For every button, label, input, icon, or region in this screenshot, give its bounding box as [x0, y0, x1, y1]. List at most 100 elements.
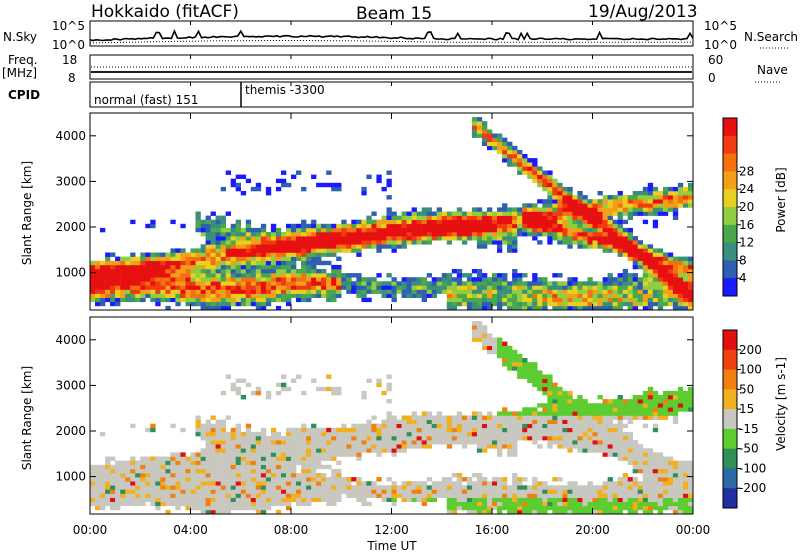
velocity-cell [281, 489, 287, 494]
velocity-cell [517, 366, 523, 371]
power-cell [527, 211, 533, 216]
velocity-cell [672, 411, 679, 416]
power-cell [356, 273, 362, 278]
velocity-cell [205, 452, 211, 457]
velocity-cell [652, 460, 659, 465]
power-cell [652, 277, 659, 282]
power-cell [612, 305, 618, 311]
power-cell [316, 269, 322, 274]
power-cell [507, 158, 513, 163]
power-cell [230, 236, 236, 241]
velocity-cell [220, 501, 226, 507]
velocity-cell [597, 485, 603, 490]
velocity-cell [100, 485, 106, 490]
velocity-cell [512, 353, 518, 359]
power-cell [245, 219, 252, 225]
velocity-cell [235, 505, 241, 511]
velocity-cell [642, 415, 649, 420]
nsky-trace [89, 29, 694, 42]
velocity-cell [316, 386, 322, 392]
power-cell [150, 277, 156, 282]
velocity-cell [291, 460, 297, 465]
power-cell [351, 248, 357, 253]
velocity-cell [592, 497, 598, 502]
power-cell [220, 236, 226, 241]
velocity-cell [592, 436, 598, 441]
velocity-cell [446, 477, 453, 482]
power-cell [597, 219, 603, 225]
power-cell [647, 273, 654, 278]
power-cell [230, 277, 236, 282]
power-cell [416, 289, 422, 294]
velocity-cell [441, 427, 448, 433]
velocity-cell [316, 497, 322, 502]
velocity-cell [100, 501, 106, 507]
power-cell [331, 227, 337, 233]
velocity-cell [607, 440, 613, 445]
velocity-cell [281, 456, 287, 461]
velocity-cell [657, 497, 664, 502]
range-tick-label: 1000 [55, 266, 86, 280]
colorbar-swatch [723, 448, 737, 469]
power-cell [471, 227, 478, 233]
power-cell [522, 211, 528, 216]
power-cell [235, 248, 241, 253]
velocity-cell [286, 493, 292, 498]
power-cell [517, 158, 523, 163]
power-cell [492, 273, 498, 278]
power-cell [502, 219, 508, 225]
colorbar-tick-label: -100 [739, 461, 766, 475]
velocity-cell [145, 468, 151, 474]
colorbar-tick-label: 50 [739, 382, 754, 396]
velocity-cell [155, 473, 161, 478]
velocity-cell [125, 468, 131, 474]
velocity-cell [351, 436, 357, 441]
velocity-cell [683, 390, 689, 396]
velocity-cell [617, 489, 623, 494]
range-tick-label: 3000 [55, 174, 86, 188]
velocity-cell [572, 403, 578, 408]
colorbar-swatch [723, 118, 737, 137]
velocity-cell [647, 464, 654, 470]
velocity-cell [326, 477, 332, 482]
power-cell [622, 301, 628, 307]
power-cell [522, 305, 528, 311]
velocity-cell [200, 452, 206, 457]
velocity-cell [456, 501, 463, 507]
power-cell [220, 277, 226, 282]
velocity-cell [220, 419, 226, 424]
velocity-cell [286, 440, 292, 445]
power-cell [255, 186, 262, 192]
power-cell [517, 170, 523, 175]
velocity-cell [683, 489, 689, 494]
velocity-cell [597, 419, 603, 424]
velocity-cell [688, 505, 694, 511]
power-cell [326, 232, 332, 237]
power-cell [677, 285, 684, 290]
power-cell [311, 236, 317, 241]
power-cell [512, 211, 518, 216]
velocity-cell [356, 493, 362, 498]
velocity-cell [537, 481, 543, 486]
velocity-cell [396, 489, 402, 494]
velocity-cell [688, 497, 694, 502]
power-cell [688, 195, 694, 200]
velocity-cell [451, 509, 458, 515]
power-cell [562, 211, 568, 216]
power-cell [557, 285, 563, 290]
velocity-cell [617, 427, 623, 433]
power-cell [230, 301, 236, 307]
power-cell [291, 285, 297, 290]
velocity-cell [451, 489, 458, 494]
colorbar-swatch [723, 207, 737, 226]
power-cell [421, 223, 427, 229]
velocity-cell [446, 440, 453, 445]
velocity-cell [446, 431, 453, 437]
velocity-cell [185, 460, 191, 465]
velocity-cell [110, 489, 116, 494]
velocity-cell [115, 505, 121, 511]
velocity-cell [637, 452, 643, 457]
velocity-cell [306, 477, 312, 482]
velocity-cell [240, 460, 247, 465]
power-cell [577, 227, 583, 233]
